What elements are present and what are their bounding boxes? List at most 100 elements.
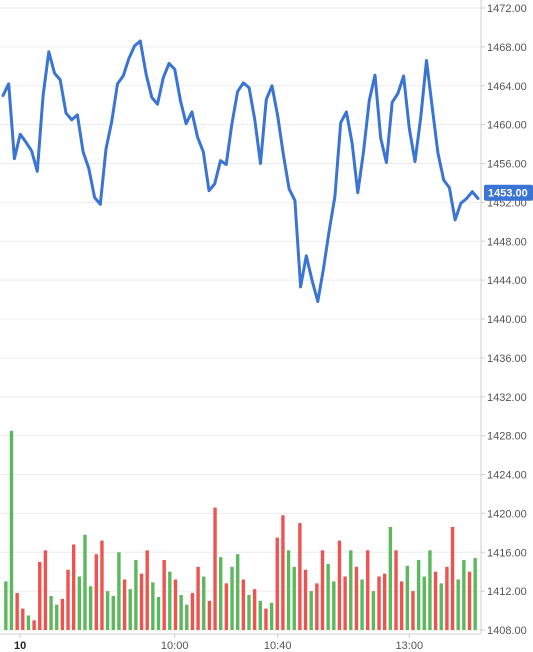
- price-axis-labels: 1472.001468.001464.001460.001456.001452.…: [481, 3, 527, 637]
- volume-bar: [168, 571, 172, 630]
- volume-bar: [134, 560, 138, 630]
- volume-bar: [462, 560, 466, 630]
- volume-bar: [467, 571, 472, 630]
- volume-bar: [83, 534, 87, 630]
- volume-bar: [9, 430, 14, 630]
- price-line: [1, 39, 480, 303]
- volume-bar: [122, 579, 127, 630]
- volume-bar: [473, 558, 477, 630]
- volume-bar: [185, 604, 189, 630]
- volume-bar: [383, 573, 387, 630]
- volume-bar: [38, 561, 42, 630]
- time-tick-label: 10:00: [161, 640, 189, 652]
- volume-bar: [269, 602, 274, 630]
- volume-bar: [71, 544, 76, 630]
- price-tick-label: 1408.00: [487, 625, 527, 637]
- volume-bar: [219, 557, 223, 630]
- volume-bar: [388, 526, 393, 630]
- price-tick-label: 1440.00: [487, 314, 527, 326]
- volume-bar: [202, 576, 206, 630]
- volume-bar: [252, 589, 257, 630]
- price-tick-label: 1436.00: [487, 353, 527, 365]
- volume-bar: [439, 583, 443, 630]
- price-tick-label: 1444.00: [487, 275, 527, 287]
- volume-bar: [286, 550, 291, 630]
- volume-bar: [66, 569, 70, 630]
- volume-bar: [320, 550, 325, 630]
- price-line-group: [1, 39, 480, 303]
- volume-bar: [190, 593, 195, 630]
- volume-bar: [309, 591, 313, 630]
- volume-bar: [371, 591, 376, 630]
- volume-bar: [49, 595, 53, 630]
- volume-bar: [456, 579, 460, 630]
- time-tick-label: 10: [14, 640, 26, 652]
- volume-bar: [411, 591, 415, 630]
- volume-bar: [60, 598, 65, 630]
- volume-bar: [15, 593, 19, 630]
- volume-bar: [139, 573, 144, 630]
- volume-bar: [422, 576, 426, 630]
- volume-bar: [4, 581, 8, 630]
- volume-bar: [354, 566, 359, 630]
- volume-bar: [281, 515, 285, 630]
- volume-bar: [111, 595, 115, 630]
- volume-bar: [433, 571, 438, 630]
- price-axis: [0, 0, 482, 635]
- volume-bar: [151, 582, 155, 630]
- volume-bar: [128, 589, 132, 630]
- price-tick-label: 1456.00: [487, 159, 527, 171]
- volume-bar: [303, 569, 308, 630]
- price-tick-label: 1448.00: [487, 236, 527, 248]
- volume-bar: [366, 550, 370, 630]
- price-tick-label: 1420.00: [487, 508, 527, 520]
- price-tick-label: 1416.00: [487, 547, 527, 559]
- last-price-value: 1453.00: [488, 188, 528, 200]
- volume-bar: [43, 550, 48, 630]
- price-tick-label: 1432.00: [487, 392, 527, 404]
- volume-bar: [213, 507, 217, 630]
- volume-bar: [377, 576, 381, 630]
- price-tick-label: 1468.00: [487, 42, 527, 54]
- volume-bar: [88, 586, 93, 630]
- volume-bar: [207, 600, 212, 630]
- volume-bar: [162, 560, 166, 630]
- last-price-marker: 1453.00: [484, 184, 533, 201]
- volume-bar: [360, 579, 364, 630]
- volume-bar: [117, 552, 121, 630]
- price-tick-label: 1472.00: [487, 3, 527, 15]
- volume-bar: [241, 579, 246, 630]
- volume-bar: [326, 563, 330, 630]
- volume-bar: [292, 566, 296, 630]
- volume-bar: [445, 566, 449, 630]
- volume-bar: [224, 583, 229, 630]
- volume-bar: [21, 608, 25, 630]
- volume-bar: [405, 565, 410, 630]
- volume-bar: [343, 576, 347, 630]
- volume-bar: [264, 608, 268, 630]
- volume-bar: [394, 550, 398, 630]
- price-tick-label: 1464.00: [487, 81, 527, 93]
- volume-bar: [100, 540, 104, 630]
- gridlines: [0, 7, 481, 631]
- volume-bar: [179, 595, 183, 630]
- volume-bar: [298, 523, 302, 630]
- volume-bar: [26, 615, 31, 630]
- price-tick-label: 1460.00: [487, 120, 527, 132]
- time-tick-label: 13:00: [396, 640, 424, 652]
- price-tick-label: 1412.00: [487, 586, 527, 598]
- volume-bar: [416, 560, 421, 630]
- volume-bar: [275, 537, 279, 630]
- volume-bar: [173, 579, 178, 630]
- price-tick-label: 1428.00: [487, 431, 527, 443]
- last-price-badge: [484, 184, 533, 201]
- volume-bar: [105, 591, 110, 630]
- volume-bar: [399, 581, 404, 630]
- volume-bar: [247, 595, 251, 630]
- volume-bar: [450, 526, 455, 630]
- price-tick-label: 1424.00: [487, 470, 527, 482]
- volume-bar: [32, 620, 36, 630]
- volume-bar: [428, 550, 432, 630]
